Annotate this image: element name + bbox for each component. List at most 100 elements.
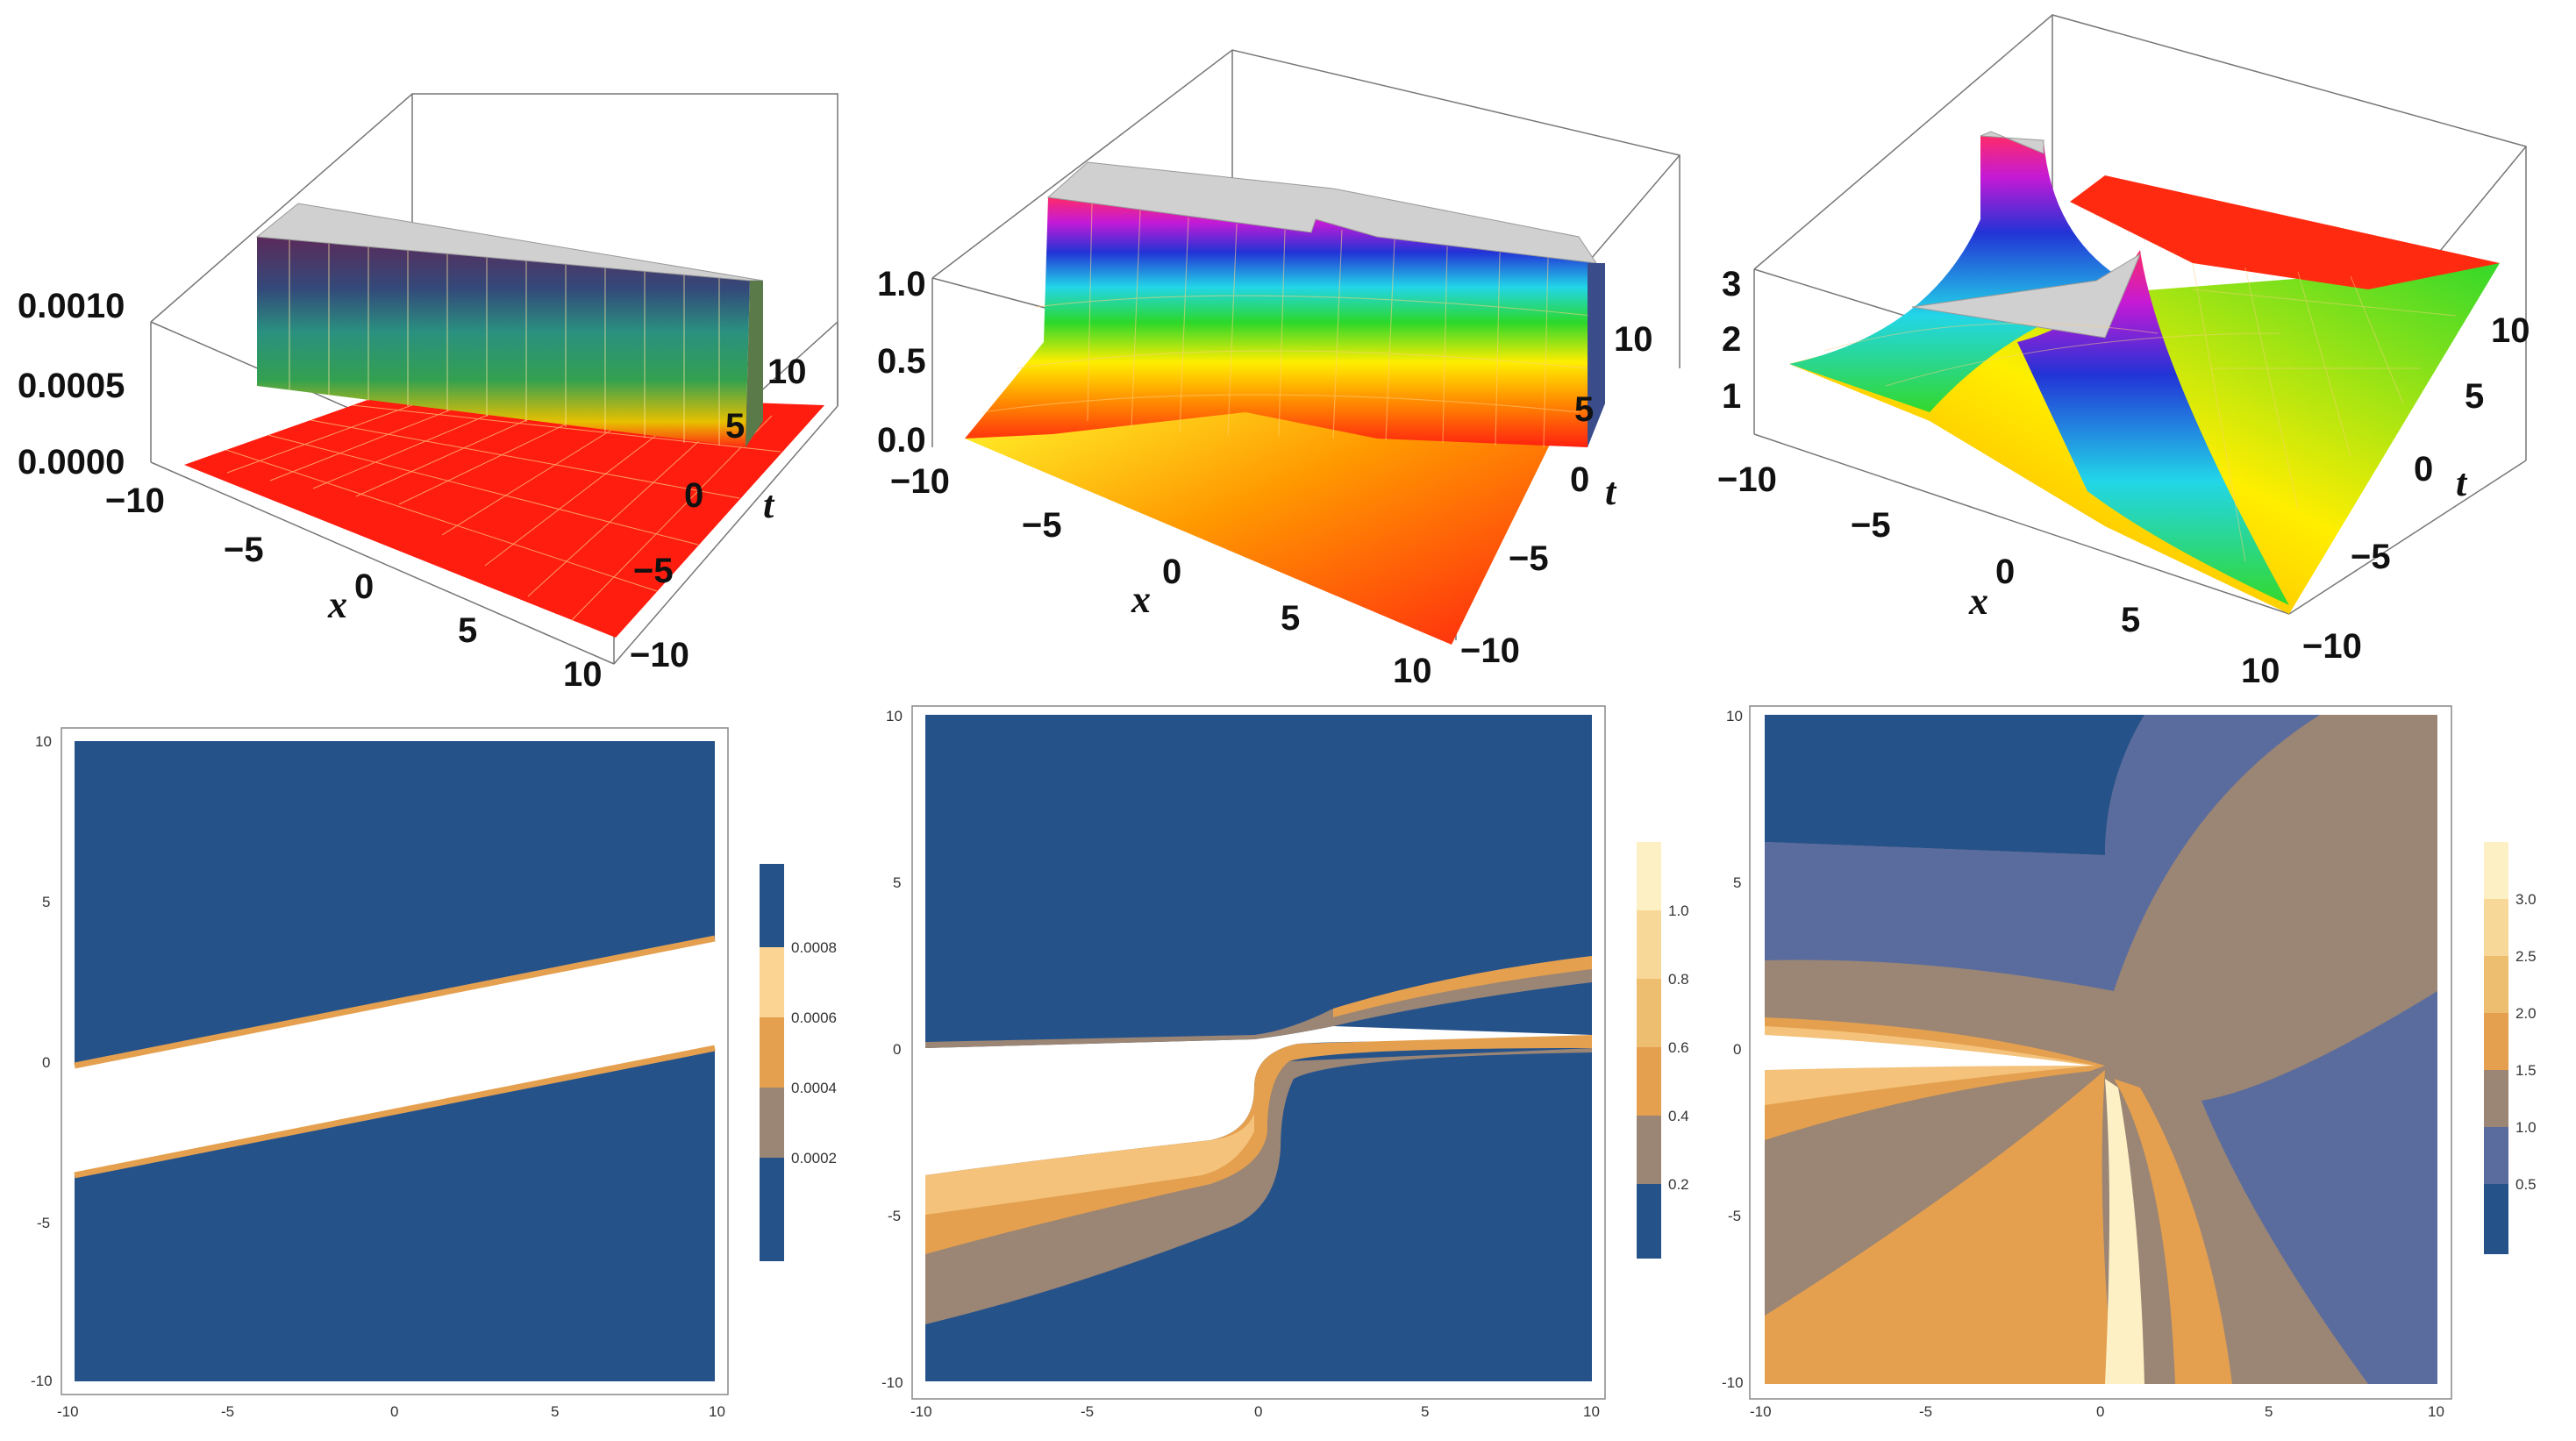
legend-swatch-5: [1637, 910, 1661, 979]
tick-y-neg10: -10: [31, 1373, 53, 1389]
legend-swatch-3: [760, 1017, 784, 1088]
legend-swatch-3: [2484, 1070, 2508, 1127]
tick-y-5: 5: [1733, 874, 1741, 891]
tick-x-neg5: -5: [221, 1403, 234, 1420]
panel-e-contour: -10 -5 0 5 10 10 5 0 -5 -10 1.0 0.8 0.6 …: [881, 705, 1689, 1420]
tick-x-10: 10: [2428, 1403, 2444, 1420]
panel-b-x-ticks: −10 −5 0 5 10: [890, 462, 1432, 690]
tick-z-0-0005: 0.0005: [18, 367, 125, 405]
legend-swatch-3: [1637, 1047, 1661, 1116]
tick-y-10: 10: [1726, 708, 1743, 724]
legend-swatch-4: [2484, 1013, 2508, 1070]
legend-label-0002: 0.0002: [791, 1150, 837, 1166]
panel-b-t-ticks: 10 5 0 −5 −10: [1460, 320, 1653, 670]
legend-label-0004: 0.0004: [791, 1080, 837, 1096]
tick-x-neg10: −10: [890, 462, 950, 501]
panel-c-tlabel: t: [2456, 461, 2468, 504]
tick-z-0-0000: 0.0000: [18, 443, 125, 482]
panel-a-t-ticks: 10 5 0 −5 −10: [630, 353, 807, 674]
panel-d-band-center: [75, 938, 715, 1175]
tick-x-5: 5: [458, 611, 477, 650]
tick-t-10: 10: [1614, 320, 1653, 359]
tick-y-10: 10: [35, 733, 52, 750]
tick-y-0: 0: [1733, 1041, 1741, 1058]
panel-a-xlabel: x: [327, 583, 347, 626]
tick-x-0: 0: [1162, 553, 1181, 591]
legend-label-0006: 0.0006: [791, 1009, 837, 1026]
legend-label-0-4: 0.4: [1668, 1108, 1689, 1124]
panel-b-3d: 1.0 0.5 0.0 −10 −5 0 5 10 x 10 5 0 −5 −1…: [877, 49, 1680, 690]
panel-d-legend: 0.0008 0.0006 0.0004 0.0002: [760, 864, 837, 1261]
tick-x-5: 5: [1281, 599, 1300, 638]
panel-c-surface-grid: [1823, 262, 2457, 562]
panel-f-orange-lower: [1765, 1070, 2114, 1384]
panel-b-z-ticks: 1.0 0.5 0.0: [877, 265, 926, 460]
tick-t-0: 0: [684, 476, 703, 515]
panel-c-cap-left: [1980, 131, 2044, 154]
legend-label-0-8: 0.8: [1668, 971, 1689, 988]
tick-z-0-0: 0.0: [877, 421, 926, 460]
tick-z-0-5: 0.5: [877, 342, 926, 381]
tick-t-neg10: −10: [630, 636, 689, 674]
panel-a-tlabel: t: [763, 483, 775, 526]
tick-x-neg10: −10: [105, 482, 165, 520]
panel-a-floor-grid: [225, 396, 781, 622]
panel-b-tlabel: t: [1605, 470, 1617, 513]
tick-x-neg10: −10: [1717, 460, 1777, 499]
tick-x-5: 5: [2265, 1403, 2273, 1420]
tick-x-0: 0: [1995, 553, 2015, 591]
tick-x-0: 0: [354, 567, 374, 606]
panel-d-ticks: -10 -5 0 5 10 10 5 0 -5 -10: [31, 733, 725, 1420]
legend-label-0-2: 0.2: [1668, 1176, 1689, 1193]
panel-b-wall-end: [1588, 263, 1605, 447]
tick-x-neg5: −5: [224, 531, 264, 569]
panel-c-3d: 3 2 1 −10 −5 0 5 10 x 10 5 0 −5 −10 t: [1717, 14, 2530, 690]
panel-a-wall-end: [746, 281, 763, 447]
tick-y-10: 10: [886, 708, 903, 724]
panel-f-taupe-lower-left: [1765, 1070, 2101, 1316]
legend-label-1-0: 1.0: [2515, 1119, 2537, 1136]
tick-x-10: 10: [709, 1403, 725, 1420]
tick-t-5: 5: [2465, 377, 2484, 416]
tick-x-neg10: -10: [1750, 1403, 1772, 1420]
panel-d-contour: -10 -5 0 5 10 10 5 0 -5 -10 0.0008 0.000…: [31, 727, 837, 1420]
legend-swatch-1: [760, 1158, 784, 1261]
panel-d-band-upper-edge: [74, 935, 716, 1069]
panel-e-band-lower-light: [925, 1114, 1254, 1215]
panel-c-z-ticks: 3 2 1: [1722, 265, 1741, 416]
panel-e-white-gap: [925, 1026, 1592, 1175]
tick-x-5: 5: [2121, 601, 2140, 639]
tick-x-neg10: -10: [57, 1403, 79, 1420]
tick-z-2: 2: [1722, 320, 1741, 359]
tick-x-10: 10: [563, 655, 603, 694]
legend-swatch-5: [2484, 956, 2508, 1013]
tick-y-0: 0: [893, 1041, 901, 1058]
tick-x-neg5: −5: [1022, 506, 1062, 545]
panel-c-red-region: [2070, 175, 2500, 289]
panel-f-ticks: -10 -5 0 5 10 10 5 0 -5 -10: [1722, 708, 2444, 1420]
legend-swatch-2: [760, 1088, 784, 1158]
panel-b-xlabel: x: [1131, 578, 1151, 621]
panel-e-band-lower-grey: [925, 1048, 1592, 1324]
tick-x-neg5: -5: [1919, 1403, 1932, 1420]
panel-f-white-leg: [2105, 1079, 2144, 1384]
tick-y-neg10: -10: [1722, 1374, 1744, 1391]
legend-swatch-4: [1637, 979, 1661, 1047]
panel-c-ridge-right: [2017, 250, 2289, 605]
legend-label-2-0: 2.0: [2515, 1005, 2537, 1022]
legend-swatch-4: [760, 947, 784, 1017]
panel-e-ticks: -10 -5 0 5 10 10 5 0 -5 -10: [881, 708, 1600, 1420]
panel-f-orange-leg: [2114, 1079, 2232, 1384]
tick-t-neg5: −5: [633, 552, 674, 590]
legend-label-0008: 0.0008: [791, 939, 837, 956]
panel-b-surface: [965, 197, 1596, 447]
tick-z-0-0010: 0.0010: [18, 287, 125, 325]
legend-swatch-7: [2484, 842, 2508, 899]
tick-t-neg5: −5: [1509, 539, 1549, 578]
tick-t-neg5: −5: [2351, 538, 2391, 576]
tick-t-neg10: −10: [1460, 631, 1520, 670]
legend-label-1-5: 1.5: [2515, 1062, 2537, 1079]
panel-c-x-ticks: −10 −5 0 5 10: [1717, 460, 2280, 690]
panel-f-legend: 3.0 2.5 2.0 1.5 1.0 0.5: [2484, 842, 2537, 1254]
